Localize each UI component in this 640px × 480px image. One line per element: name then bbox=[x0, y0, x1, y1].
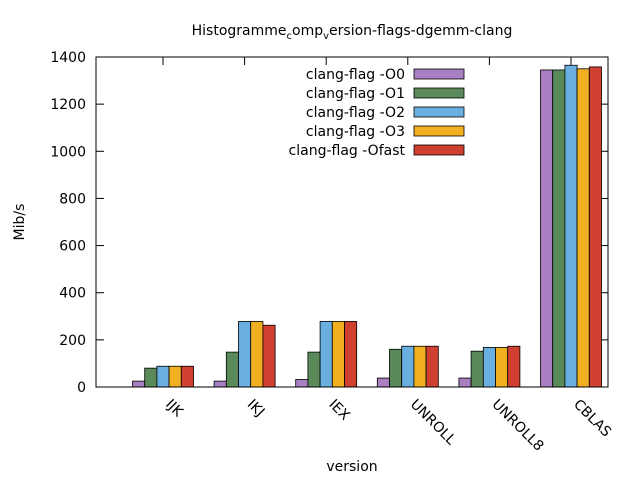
legend-label-1: clang-flag -O1 bbox=[306, 86, 405, 102]
bar-ikj-4 bbox=[262, 324, 276, 388]
bar-unroll8-1 bbox=[470, 350, 484, 388]
legend-swatch-0 bbox=[413, 68, 465, 80]
bar-iex-4 bbox=[344, 321, 358, 388]
bar-unroll8-4 bbox=[507, 345, 521, 388]
x-tick-label-0: IJK bbox=[162, 397, 186, 421]
legend-label-4: clang-flag -Ofast bbox=[289, 143, 406, 159]
bar-cblas-0 bbox=[540, 69, 554, 388]
bar-cblas-4 bbox=[588, 66, 602, 388]
y-tick-label-4: 800 bbox=[59, 191, 86, 207]
legend: clang-flag -O0 clang-flag -O1 clang-flag -… bbox=[289, 67, 465, 159]
bar-cblas-3 bbox=[576, 68, 590, 388]
bar-ikj-2 bbox=[238, 321, 252, 388]
y-axis-label: Mib/s bbox=[12, 204, 28, 241]
chart-title: Histogrammecompversion-flags-dgemm-clang bbox=[192, 23, 513, 42]
legend-swatch-4 bbox=[413, 144, 465, 156]
bars bbox=[132, 64, 602, 388]
bar-ikj-1 bbox=[225, 351, 239, 388]
x-tick-label-2: IEX bbox=[325, 397, 353, 425]
bar-ijk-3 bbox=[168, 365, 182, 388]
y-tick-label-6: 1200 bbox=[50, 97, 86, 113]
legend-label-2: clang-flag -O2 bbox=[306, 105, 405, 121]
x-tick-label-4: UNROLL8 bbox=[489, 397, 547, 455]
bar-ikj-0 bbox=[213, 380, 227, 388]
y-tick-label-2: 400 bbox=[59, 286, 86, 302]
legend-swatch-1 bbox=[413, 87, 465, 99]
y-tick-labels: 0 200 400 600 800 1000 1200 1400 bbox=[50, 50, 86, 396]
bar-iex-0 bbox=[295, 379, 309, 388]
bar-cblas-2 bbox=[564, 64, 578, 388]
bar-unroll8-3 bbox=[495, 346, 509, 388]
bar-ijk-1 bbox=[144, 367, 158, 388]
x-tick-label-3: UNROLL bbox=[407, 397, 459, 449]
bar-unroll-0 bbox=[376, 377, 390, 388]
bar-iex-3 bbox=[331, 321, 345, 388]
bar-unroll8-2 bbox=[482, 346, 496, 388]
y-tick-label-1: 200 bbox=[59, 333, 86, 349]
y-tick-label-3: 600 bbox=[59, 239, 86, 255]
x-tick-labels: IJK IKJ IEX UNROLL UNROLL8 CBLAS bbox=[162, 397, 614, 455]
legend-swatch-3 bbox=[413, 125, 465, 137]
x-tick-label-5: CBLAS bbox=[570, 397, 614, 441]
x-axis-label: version bbox=[326, 459, 377, 475]
bar-unroll-3 bbox=[413, 345, 427, 388]
legend-swatch-2 bbox=[413, 106, 465, 118]
bar-cblas-1 bbox=[552, 69, 566, 388]
bar-iex-2 bbox=[319, 321, 333, 388]
bar-ijk-0 bbox=[132, 380, 146, 388]
legend-label-0: clang-flag -O0 bbox=[306, 67, 405, 83]
y-tick-label-0: 0 bbox=[77, 380, 86, 396]
y-tick-label-5: 1000 bbox=[50, 144, 86, 160]
bar-unroll8-0 bbox=[458, 377, 472, 388]
bar-iex-1 bbox=[307, 351, 321, 388]
bar-unroll-2 bbox=[401, 345, 415, 388]
x-tick-label-1: IKJ bbox=[244, 397, 268, 421]
bar-ikj-3 bbox=[250, 321, 264, 388]
bar-unroll-4 bbox=[425, 345, 439, 388]
bar-ijk-2 bbox=[156, 365, 170, 388]
bar-ijk-4 bbox=[180, 365, 194, 388]
plot-frame bbox=[95, 56, 609, 388]
y-tick-label-7: 1400 bbox=[50, 50, 86, 66]
legend-label-3: clang-flag -O3 bbox=[306, 124, 405, 140]
bar-unroll-1 bbox=[389, 348, 403, 388]
